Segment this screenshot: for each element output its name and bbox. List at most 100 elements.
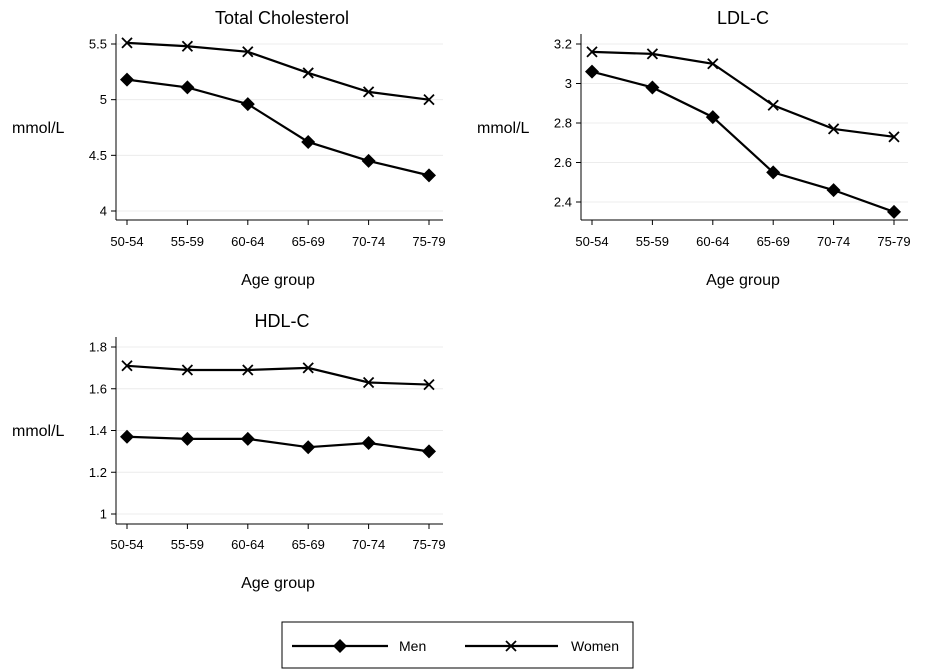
x-tick-label: 65-69 [757, 234, 790, 249]
data-point-women [362, 86, 375, 98]
series-line-women [126, 41, 430, 101]
chart-title: LDL-C [717, 8, 769, 28]
data-point-women [888, 131, 900, 143]
panel-ldl-c: 2.4 2.6 2.8 3 3.2 50-54 55-59 60-64 65-69 70-74 75… [477, 8, 911, 289]
data-point-women [121, 37, 133, 49]
y-tick-label: 1.2 [89, 465, 107, 480]
data-point-men [180, 431, 195, 446]
x-tick-label: 70-74 [817, 234, 850, 249]
series-women [586, 46, 900, 143]
series-line-men [126, 78, 430, 177]
x-tick-label: 75-79 [412, 537, 445, 552]
data-point-men [361, 436, 376, 451]
x-tick-label: 65-69 [292, 537, 325, 552]
chart-title: HDL-C [254, 311, 309, 331]
series-men [120, 429, 436, 459]
x-axis-label: Age group [706, 272, 780, 289]
data-point-men [240, 431, 255, 446]
y-tick-label: 5.5 [89, 37, 107, 52]
y-tick-label: 2.6 [554, 155, 572, 170]
data-point-men [585, 64, 599, 79]
data-point-men [301, 440, 316, 455]
data-point-women [423, 378, 435, 391]
data-point-men [422, 444, 436, 459]
series-line-men [591, 70, 895, 213]
data-point-men [361, 153, 376, 168]
x-tick-label: 70-74 [352, 537, 385, 552]
y-tick-label: 4 [100, 204, 107, 219]
x-tick-label: 60-64 [231, 234, 264, 249]
data-point-men [705, 110, 720, 125]
y-tick-label: 2.8 [554, 116, 572, 131]
x-tick-label: 70-74 [352, 234, 385, 249]
y-tick-label: 4.5 [89, 148, 107, 163]
y-tick-label: 3 [565, 76, 572, 91]
series-women [121, 360, 435, 391]
legend: Men Women [281, 621, 634, 669]
data-point-men [422, 168, 436, 183]
y-tick-label: 1.6 [89, 381, 107, 396]
data-point-men [301, 134, 316, 149]
y-tick-label: 1 [100, 507, 107, 522]
x-tick-label: 75-79 [877, 234, 910, 249]
legend-marker-diamond [333, 639, 347, 653]
data-point-men [240, 97, 255, 112]
data-point-men [180, 80, 195, 95]
data-point-women [827, 123, 840, 135]
x-tick-label: 60-64 [231, 537, 264, 552]
y-tick-label: 5 [100, 92, 107, 107]
x-axis-label: Age group [241, 272, 315, 289]
data-point-men [887, 204, 901, 219]
data-point-men [766, 165, 781, 180]
legend-label: Men [399, 638, 426, 654]
y-tick-label: 1.8 [89, 340, 107, 355]
y-tick-label: 1.4 [89, 423, 107, 438]
panel-hdl-c: 1 1.2 1.4 1.6 1.8 50-54 55-59 60-64 65-69 70-74 75… [12, 311, 446, 592]
legend-marker-x [505, 640, 517, 652]
legend-entry-men: Men [292, 638, 426, 654]
data-point-women [121, 360, 133, 372]
data-point-women [767, 99, 779, 111]
data-point-men [645, 80, 660, 95]
chart-title: Total Cholesterol [215, 8, 349, 28]
data-point-men [120, 429, 134, 444]
data-point-women [181, 364, 194, 376]
legend-entry-women: Women [465, 638, 619, 654]
data-point-women [242, 46, 254, 58]
data-point-men [120, 72, 134, 87]
y-tick-label: 2.4 [554, 195, 572, 210]
data-point-women [302, 67, 314, 79]
series-line-women [591, 50, 895, 138]
x-tick-label: 55-59 [636, 234, 669, 249]
legend-label: Women [571, 638, 619, 654]
series-men [585, 64, 901, 219]
data-point-men [826, 183, 841, 198]
data-point-women [423, 94, 435, 106]
x-tick-label: 55-59 [171, 234, 204, 249]
y-axis-label: mmol/L [477, 120, 530, 137]
series-women [121, 37, 435, 106]
x-tick-label: 65-69 [292, 234, 325, 249]
x-tick-label: 50-54 [110, 537, 143, 552]
x-tick-label: 60-64 [696, 234, 729, 249]
data-point-women [302, 362, 314, 374]
series-line-men [126, 435, 430, 453]
x-tick-label: 50-54 [110, 234, 143, 249]
x-tick-label: 50-54 [575, 234, 608, 249]
x-tick-label: 55-59 [171, 537, 204, 552]
series-men [120, 72, 436, 183]
x-axis-label: Age group [241, 575, 315, 592]
data-point-women [646, 48, 659, 60]
panel-total-cholesterol: 4 4.5 5 5.5 50-54 55-59 60-64 65-69 70-74 75-79 To… [12, 8, 446, 289]
x-tick-label: 75-79 [412, 234, 445, 249]
data-point-women [707, 58, 719, 70]
y-tick-label: 3.2 [554, 37, 572, 52]
data-point-women [242, 364, 254, 376]
data-point-women [362, 376, 375, 389]
y-axis-label: mmol/L [12, 423, 65, 440]
data-point-women [586, 46, 598, 58]
data-point-women [181, 40, 194, 52]
y-axis-label: mmol/L [12, 120, 65, 137]
series-line-women [126, 364, 430, 386]
